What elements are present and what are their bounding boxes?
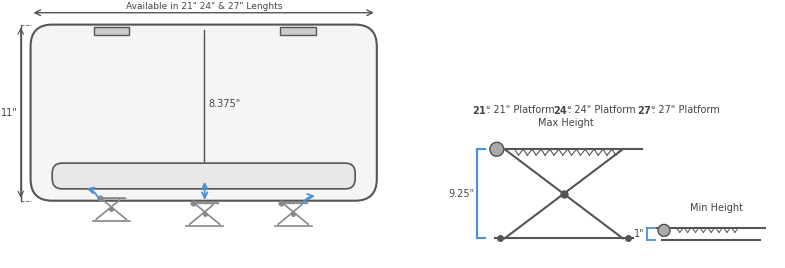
Text: Max Height: Max Height: [538, 117, 593, 128]
Bar: [93, 27, 129, 35]
Text: $\mathbf{21}$": $\mathbf{21}$": [473, 104, 491, 116]
Text: Available in 21" 24" & 27" Lenghts: Available in 21" 24" & 27" Lenghts: [126, 2, 282, 11]
FancyBboxPatch shape: [53, 163, 355, 189]
Circle shape: [658, 225, 670, 236]
Bar: [280, 27, 316, 35]
Text: : 24" Platform: : 24" Platform: [568, 105, 635, 115]
Text: : 21" Platform: : 21" Platform: [487, 105, 554, 115]
Text: Min Height: Min Height: [690, 203, 743, 213]
Text: : 27" Platform: : 27" Platform: [652, 105, 720, 115]
Text: 11": 11": [1, 108, 18, 118]
Text: 9.25": 9.25": [448, 189, 474, 199]
Text: 1": 1": [633, 229, 644, 239]
Text: $\mathbf{24}$": $\mathbf{24}$": [553, 104, 572, 116]
Circle shape: [490, 142, 504, 156]
FancyBboxPatch shape: [31, 25, 377, 201]
Text: 8.375": 8.375": [209, 99, 241, 109]
Text: $\mathbf{27}$": $\mathbf{27}$": [637, 104, 656, 116]
